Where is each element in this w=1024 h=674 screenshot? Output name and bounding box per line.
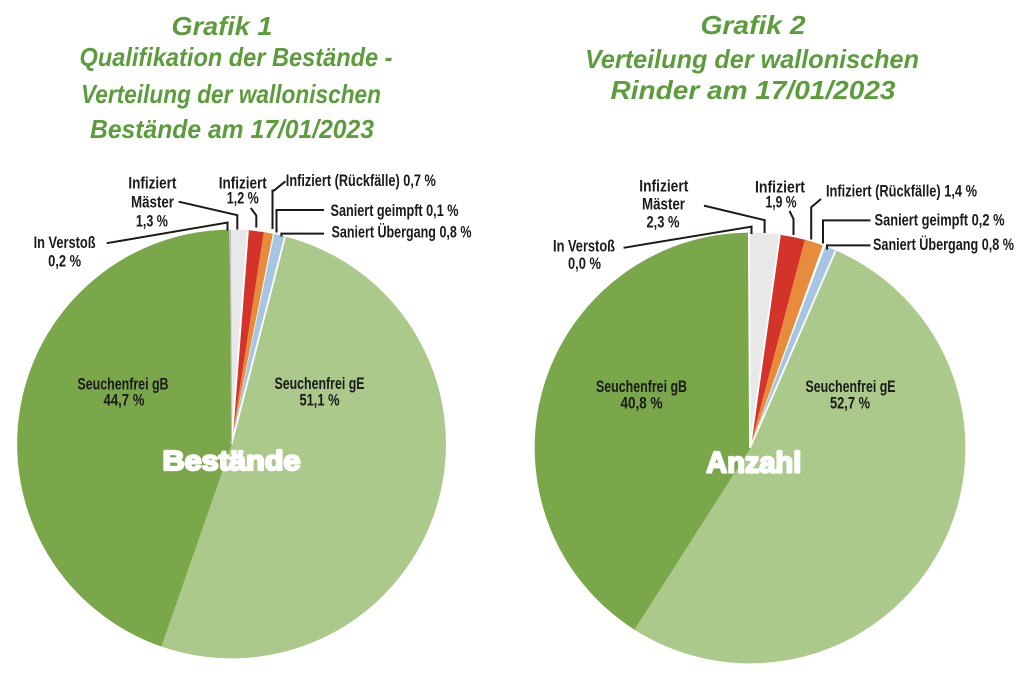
svg-text:Infiziert: Infiziert (128, 174, 176, 193)
svg-text:Infiziert: Infiziert (639, 177, 688, 196)
svg-text:Saniert geimpft 0,1 %: Saniert geimpft 0,1 % (331, 201, 459, 220)
svg-text:44,7 %: 44,7 % (104, 390, 145, 409)
svg-text:1,9 %: 1,9 % (766, 193, 797, 212)
svg-text:Qualifikation der Bestände -: Qualifikation der Bestände - (80, 42, 393, 72)
svg-text:Saniert Übergang 0,8 %: Saniert Übergang 0,8 % (873, 235, 1014, 254)
svg-text:Infiziert: Infiziert (219, 174, 267, 193)
svg-text:Verteilung der wallonischen: Verteilung der wallonischen (585, 44, 919, 74)
svg-text:Bestände: Bestände (163, 445, 301, 476)
svg-text:1,2 %: 1,2 % (227, 189, 259, 208)
svg-text:Grafik 1: Grafik 1 (172, 11, 273, 41)
svg-text:Infiziert: Infiziert (755, 178, 805, 197)
svg-text:Mäster: Mäster (131, 193, 174, 212)
svg-text:Seuchenfrei gE: Seuchenfrei gE (275, 374, 365, 393)
svg-text:Seuchenfrei gB: Seuchenfrei gB (78, 374, 169, 393)
svg-text:Seuchenfrei gE: Seuchenfrei gE (806, 377, 896, 396)
svg-text:Infiziert (Rückfälle) 1,4 %: Infiziert (Rückfälle) 1,4 % (826, 182, 977, 201)
svg-text:Saniert geimpft 0,2 %: Saniert geimpft 0,2 % (875, 211, 1005, 230)
svg-text:Bestände am 17/01/2023: Bestände am 17/01/2023 (90, 114, 375, 144)
svg-text:Rinder am 17/01/2023: Rinder am 17/01/2023 (611, 75, 897, 105)
svg-text:52,7 %: 52,7 % (830, 394, 870, 413)
svg-text:In Verstoß: In Verstoß (553, 237, 615, 256)
svg-text:2,3 %: 2,3 % (647, 213, 680, 232)
svg-text:In Verstoß: In Verstoß (34, 233, 96, 252)
svg-text:1,3 %: 1,3 % (136, 212, 168, 231)
svg-text:40,8 %: 40,8 % (621, 394, 663, 413)
svg-text:Saniert Übergang 0,8 %: Saniert Übergang 0,8 % (332, 223, 472, 242)
svg-text:0,0 %: 0,0 % (568, 254, 601, 273)
svg-text:Grafik 2: Grafik 2 (701, 10, 807, 40)
svg-text:Anzahl: Anzahl (706, 446, 801, 479)
svg-text:51,1 %: 51,1 % (300, 391, 340, 410)
svg-text:Verteilung der wallonischen: Verteilung der wallonischen (81, 79, 381, 109)
svg-text:Mäster: Mäster (642, 195, 685, 214)
svg-text:Infiziert (Rückfälle) 0,7 %: Infiziert (Rückfälle) 0,7 % (286, 171, 436, 190)
svg-text:0,2 %: 0,2 % (48, 252, 81, 271)
svg-text:Seuchenfrei gB: Seuchenfrei gB (596, 377, 687, 396)
